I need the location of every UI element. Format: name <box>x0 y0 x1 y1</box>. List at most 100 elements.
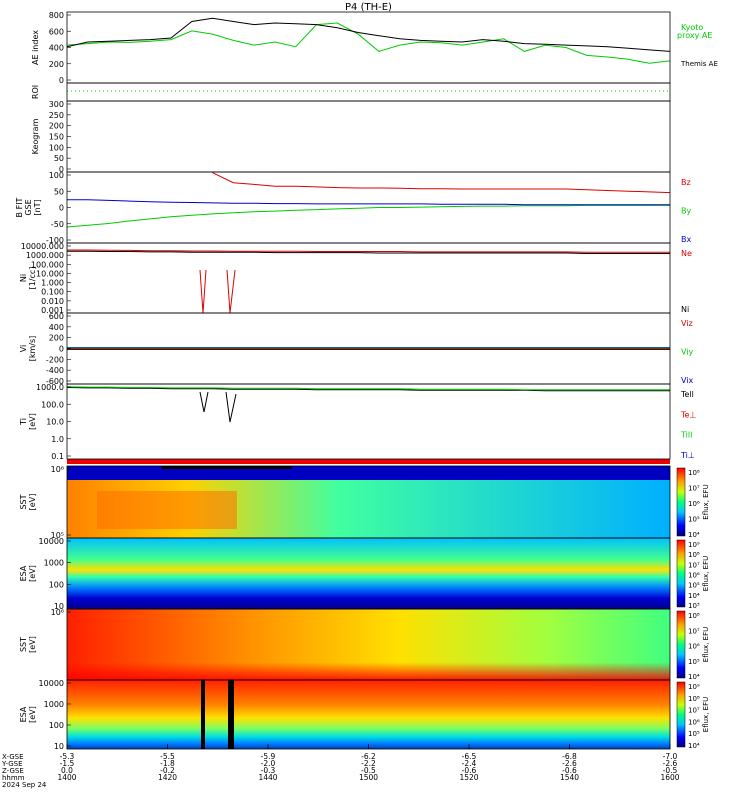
vi-ytick: 200 <box>49 334 64 343</box>
x-tick-label: -2.2 <box>361 759 376 768</box>
ni-legend-Ni: Ni <box>681 305 689 314</box>
ae-ytick: 400 <box>49 44 64 53</box>
vi-ytick: 400 <box>49 323 64 332</box>
sst_e-ylabel: [eV] <box>28 494 37 511</box>
esa-i-colorbar <box>677 682 685 747</box>
ae-series-Kyoto <box>66 22 671 64</box>
colorbar-tick: 10⁵ <box>688 730 700 738</box>
x-tick-label: -2.6 <box>663 759 678 768</box>
ae-ytick: 600 <box>49 27 64 36</box>
x-tick-label: -0.2 <box>160 766 175 775</box>
colorbar-tick: 10⁸ <box>688 551 700 559</box>
sst-i-colorbar <box>677 611 685 678</box>
ni-ytick: 0.100 <box>41 288 64 297</box>
plot-title: P4 (TH-E) <box>345 2 392 13</box>
esa_e-colorbar-frame <box>676 539 686 608</box>
ae-ytick: 800 <box>49 11 64 20</box>
x-tick-label: 1600 <box>660 773 679 782</box>
ni-legend-Ne: Ne <box>681 249 692 258</box>
roi-ylabel: ROI <box>31 85 40 99</box>
ae-legend-kyoto: Kyoto <box>681 23 703 32</box>
vi-legend-Viy: Viy <box>681 348 694 357</box>
vi-ylabel: [km/s] <box>28 336 37 362</box>
x-row-label: hhmm <box>2 774 25 782</box>
x-tick-label: 1520 <box>459 773 478 782</box>
esa_e-ylabel: [eV] <box>28 565 37 582</box>
x-row-label: Z-GSE <box>2 767 24 775</box>
keogram-ytick: 200 <box>49 122 64 131</box>
ti-legend-Tell: Tell <box>680 390 694 399</box>
esa-e-colorbar <box>677 540 685 607</box>
sst_i-colorbar-frame <box>676 610 686 679</box>
x-tick-label: -1.5 <box>60 759 75 768</box>
ni-ytick: 0.010 <box>41 297 64 306</box>
x-tick-label: 1420 <box>158 773 177 782</box>
x-tick-label: -5.3 <box>60 752 75 761</box>
colorbar-tick: 10⁵ <box>688 582 700 590</box>
x-tick-label: -6.8 <box>562 752 577 761</box>
bfgm-ytick: 100 <box>49 171 64 180</box>
keogram-ytick: 250 <box>49 111 64 120</box>
esa_i-ytick: 10 <box>54 742 64 751</box>
vi-ytick: 0 <box>59 345 64 354</box>
vi-ytick: 600 <box>49 312 64 321</box>
x-tick-label: 1540 <box>560 773 579 782</box>
bfgm-series-By <box>66 204 670 228</box>
esa_i-ylabel: ESA <box>19 706 28 722</box>
ti-ylabel: [eV] <box>28 413 37 430</box>
ti-ytick: 1000.0 <box>36 383 64 392</box>
sst_i-ylabel: SST <box>19 637 28 652</box>
bfgm-legend-Bx: Bx <box>681 235 691 244</box>
ae-ytick: 0 <box>59 76 64 85</box>
bfgm-ylabel: GSE <box>24 199 33 215</box>
sst-e-colorbar <box>677 468 685 536</box>
x-tick-label: -1.8 <box>160 759 175 768</box>
esa-ion-spectrogram <box>67 680 670 749</box>
x-tick-label: -0.6 <box>462 766 477 775</box>
ti-panel-frame <box>66 383 671 460</box>
x-tick-label: -7.0 <box>663 752 678 761</box>
mode-bar-red <box>67 459 670 464</box>
x-row-label: 2024 Sep 24 <box>2 781 47 789</box>
x-row-label: X-GSE <box>2 753 24 761</box>
colorbar-label: Eflux, EFU <box>702 697 710 732</box>
colorbar-tick: 10⁷ <box>688 485 700 493</box>
colorbar-tick: 10⁵ <box>688 516 700 524</box>
sst-electron-top-band <box>67 466 670 480</box>
sst_e-ylabel: SST <box>19 494 28 509</box>
x-tick-label: 1440 <box>258 773 277 782</box>
colorbar-tick: 10⁶ <box>688 643 700 651</box>
x-tick-label: -5.9 <box>261 752 276 761</box>
ae-panel-frame <box>66 11 671 84</box>
keogram-ytick: 100 <box>49 143 64 152</box>
sst_i-ytick: 10⁶ <box>51 608 64 617</box>
ae-legend-themis: Themis AE <box>680 60 718 68</box>
bfgm-series-Bz <box>212 172 671 194</box>
bfgm-ytick: -50 <box>51 220 64 229</box>
colorbar-tick: 10⁴ <box>688 531 700 539</box>
bfgm-ylabel: [nT] <box>33 199 42 215</box>
colorbar-tick: 10⁷ <box>688 561 700 569</box>
ti-ytick: 0.1 <box>51 452 64 461</box>
ti-legend-Ti⊥: Ti⊥ <box>680 451 695 460</box>
esa-electron-spectrogram <box>67 538 670 609</box>
sst_e-ytick: 10⁵ <box>51 531 64 540</box>
x-row-label: Y-GSE <box>1 760 23 768</box>
colorbar-tick: 10⁴ <box>688 742 700 750</box>
ti-ytick: 10.0 <box>46 418 64 427</box>
ti-dip-1 <box>199 391 209 413</box>
ni-ytick: 0.001 <box>41 306 64 315</box>
ae-series-Themis AE <box>66 17 671 52</box>
x-tick-label: -0.6 <box>562 766 577 775</box>
esa_i-ytick: 1000 <box>44 700 64 709</box>
ni-dropout-1 <box>199 269 207 314</box>
keogram-ytick: 150 <box>49 133 64 142</box>
x-tick-label: -2.0 <box>261 759 276 768</box>
keogram-panel-frame <box>66 100 671 173</box>
keogram-ytick: 50 <box>54 154 64 163</box>
bfgm-ytick: 0 <box>59 204 64 213</box>
vi-ytick: -400 <box>46 366 64 375</box>
esa_e-ytick: 1000 <box>44 559 64 568</box>
ae-ytick: 200 <box>49 60 64 69</box>
x-tick-label: -5.5 <box>160 752 175 761</box>
